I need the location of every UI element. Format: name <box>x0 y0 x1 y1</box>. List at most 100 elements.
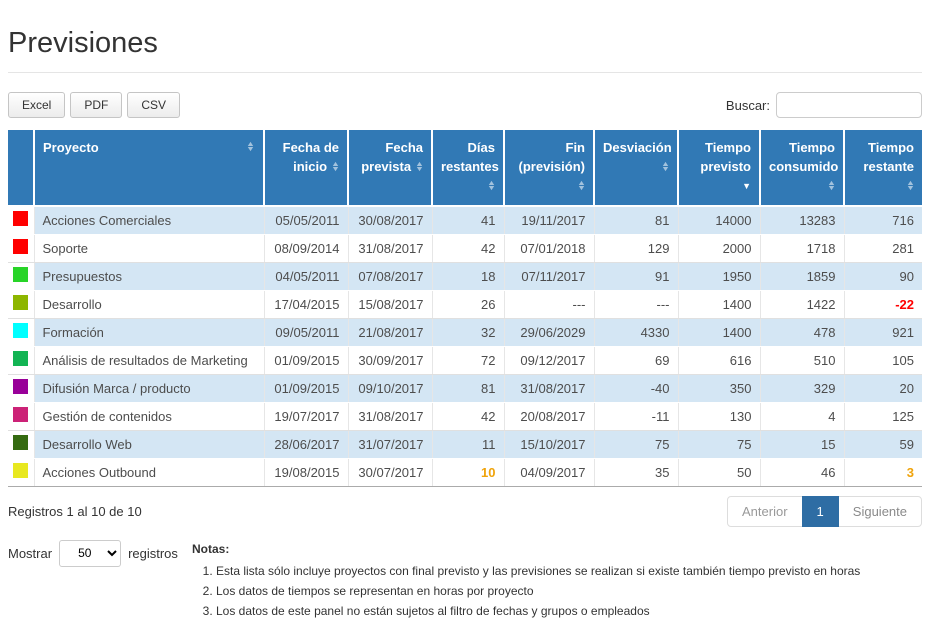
sort-both-icon: ▲ ▼ <box>827 180 837 193</box>
cell-fin-prevision: 19/11/2017 <box>503 205 594 235</box>
project-color-cell <box>8 234 34 263</box>
pagination-next-button[interactable]: Siguiente <box>837 495 922 527</box>
table-body: Acciones Comerciales 05/05/2011 30/08/2017… <box>8 205 922 487</box>
cell-proyecto: Gestión de contenidos <box>33 402 264 431</box>
project-color-swatch <box>13 295 29 311</box>
notes-list: Esta lista sólo incluye proyectos con fi… <box>192 563 860 621</box>
sort-both-icon: ▲ ▼ <box>906 180 916 193</box>
cell-dias-restantes: 42 <box>431 234 504 263</box>
cell-desviacion: 4330 <box>593 318 678 347</box>
records-label: registros <box>128 545 178 561</box>
note-item: Los datos de este panel no están sujetos… <box>216 603 860 620</box>
toolbar: Excel PDF CSV Buscar: <box>8 92 922 118</box>
search-box: Buscar: <box>726 92 922 118</box>
table-row: Soporte 08/09/2014 31/08/2017 42 07/01/2018 1… <box>8 234 922 263</box>
cell-tiempo-consumido: 510 <box>759 346 844 375</box>
cell-fecha-prevista: 21/08/2017 <box>347 318 432 347</box>
cell-tiempo-restante: 20 <box>843 374 922 403</box>
cell-tiempo-previsto: 1400 <box>677 318 760 347</box>
table-row: Desarrollo 17/04/2015 15/08/2017 26 --- --- 14… <box>8 290 922 319</box>
cell-tiempo-previsto: 350 <box>677 374 760 403</box>
cell-desviacion: --- <box>593 290 678 319</box>
column-header-tiempo-previsto[interactable]: Tiempo previsto ▼ <box>677 130 760 207</box>
csv-export-button[interactable]: CSV <box>127 92 181 118</box>
column-header-dias-restantes[interactable]: Días restantes ▲ ▼ <box>431 130 504 207</box>
table-row: Acciones Outbound 19/08/2015 30/07/2017 10 0… <box>8 458 922 487</box>
column-header-fecha-prevista[interactable]: Fecha prevista ▲ ▼ <box>347 130 432 207</box>
column-header-tiempo-consumido[interactable]: Tiempo consumido ▲ ▼ <box>759 130 844 207</box>
cell-tiempo-consumido: 1718 <box>759 234 844 263</box>
cell-proyecto: Presupuestos <box>33 262 264 291</box>
project-color-cell <box>8 346 34 375</box>
cell-tiempo-consumido: 478 <box>759 318 844 347</box>
column-header-color <box>8 130 34 207</box>
cell-desviacion: 129 <box>593 234 678 263</box>
project-color-swatch <box>13 435 29 451</box>
cell-tiempo-restante: 90 <box>843 262 922 291</box>
cell-tiempo-previsto: 14000 <box>677 205 760 235</box>
cell-dias-restantes: 18 <box>431 262 504 291</box>
cell-tiempo-previsto: 616 <box>677 346 760 375</box>
sort-both-icon: ▲ ▼ <box>577 180 587 193</box>
pdf-export-button[interactable]: PDF <box>70 92 123 118</box>
cell-fecha-de-inicio: 05/05/2011 <box>263 205 348 235</box>
records-info: Registros 1 al 10 de 10 <box>8 503 142 519</box>
column-header-proyecto[interactable]: Proyecto ▲ ▼ <box>33 130 264 207</box>
cell-dias-restantes: 32 <box>431 318 504 347</box>
pagination-previous-button[interactable]: Anterior <box>727 495 803 527</box>
page-title: Previsiones <box>8 27 158 59</box>
cell-fin-prevision: 09/12/2017 <box>503 346 594 375</box>
cell-tiempo-restante: 921 <box>843 318 922 347</box>
search-input[interactable] <box>776 92 922 118</box>
cell-fecha-prevista: 31/07/2017 <box>347 430 432 459</box>
cell-fecha-de-inicio: 19/08/2015 <box>263 458 348 487</box>
cell-fin-prevision: 15/10/2017 <box>503 430 594 459</box>
cell-fin-prevision: 31/08/2017 <box>503 374 594 403</box>
column-header-fin-prevision[interactable]: Fin (previsión) ▲ ▼ <box>503 130 594 207</box>
cell-fecha-de-inicio: 01/09/2015 <box>263 346 348 375</box>
sort-both-icon: ▲ ▼ <box>415 161 425 174</box>
cell-fin-prevision: --- <box>503 290 594 319</box>
project-color-swatch <box>13 351 29 367</box>
cell-desviacion: 69 <box>593 346 678 375</box>
cell-fecha-prevista: 30/08/2017 <box>347 205 432 235</box>
cell-fecha-de-inicio: 19/07/2017 <box>263 402 348 431</box>
table-footer: Registros 1 al 10 de 10 Anterior 1 Sigui… <box>8 495 922 527</box>
project-color-cell <box>8 430 34 459</box>
project-color-cell <box>8 374 34 403</box>
excel-export-button[interactable]: Excel <box>8 92 66 118</box>
cell-dias-restantes: 26 <box>431 290 504 319</box>
cell-fecha-prevista: 31/08/2017 <box>347 402 432 431</box>
cell-dias-restantes: 11 <box>431 430 504 459</box>
cell-tiempo-consumido: 329 <box>759 374 844 403</box>
column-header-desviacion[interactable]: Desviación ▲ ▼ <box>593 130 678 207</box>
cell-fecha-prevista: 31/08/2017 <box>347 234 432 263</box>
title-divider <box>8 72 922 73</box>
cell-proyecto: Soporte <box>33 234 264 263</box>
column-label: Días restantes <box>441 140 499 174</box>
cell-tiempo-restante: 105 <box>843 346 922 375</box>
column-label: Desviación <box>603 140 672 155</box>
cell-fecha-prevista: 09/10/2017 <box>347 374 432 403</box>
cell-fin-prevision: 04/09/2017 <box>503 458 594 487</box>
table-header-row: Proyecto ▲ ▼ Fecha de inicio ▲ ▼ Fecha previst… <box>8 130 922 207</box>
cell-desviacion: -40 <box>593 374 678 403</box>
cell-dias-restantes: 41 <box>431 205 504 235</box>
sort-descending-icon: ▼ <box>742 180 751 191</box>
previsiones-table: Proyecto ▲ ▼ Fecha de inicio ▲ ▼ Fecha previst… <box>8 130 922 487</box>
table-row: Difusión Marca / producto 01/09/2015 09/10… <box>8 374 922 403</box>
pagination-current-page[interactable]: 1 <box>801 495 839 527</box>
page-length-select[interactable]: 50 <box>59 539 122 567</box>
column-label: Tiempo restante <box>863 140 914 174</box>
cell-desviacion: 91 <box>593 262 678 291</box>
column-header-fecha-de-inicio[interactable]: Fecha de inicio ▲ ▼ <box>263 130 348 207</box>
column-header-tiempo-restante[interactable]: Tiempo restante ▲ ▼ <box>843 130 922 207</box>
project-color-swatch <box>13 463 29 479</box>
column-label: Tiempo consumido <box>769 140 839 174</box>
cell-fecha-de-inicio: 01/09/2015 <box>263 374 348 403</box>
cell-tiempo-restante: 3 <box>843 458 922 487</box>
project-color-cell <box>8 318 34 347</box>
page-container: Previsiones Excel PDF CSV Buscar: Proyec… <box>0 27 930 624</box>
table-row: Análisis de resultados de Marketing 01/09… <box>8 346 922 375</box>
table-row: Desarrollo Web 28/06/2017 31/07/2017 11 15/1… <box>8 430 922 459</box>
